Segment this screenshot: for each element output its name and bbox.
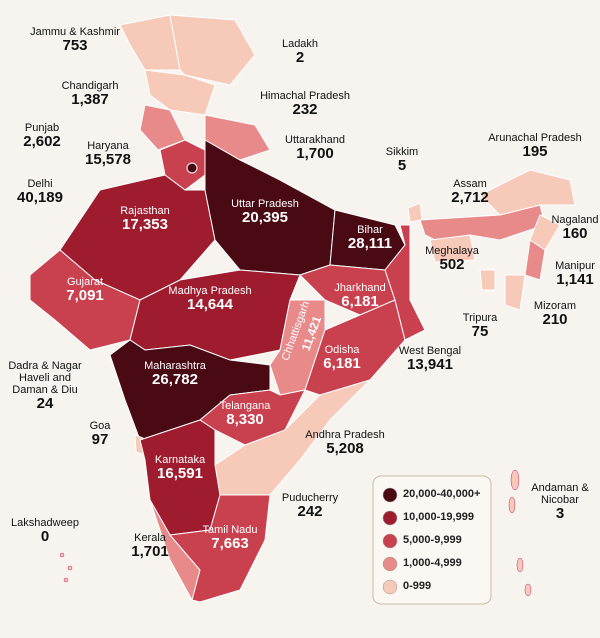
legend-label: 1,000-4,999: [403, 557, 462, 569]
state-name: Dadra & Nagar Haveli and Daman & Diu: [8, 360, 82, 397]
state-name: Lakshadweep: [11, 517, 79, 529]
state-name: Karnataka: [154, 454, 206, 466]
state-value: 13,941: [407, 356, 453, 373]
state-region: [504, 274, 526, 311]
state-regions: [29, 14, 576, 603]
state-name: Meghalaya: [425, 245, 479, 257]
state-value: 2,712: [451, 189, 489, 206]
state-name: West Bengal: [398, 345, 462, 357]
state-value: 753: [62, 37, 88, 54]
state-value: 14,644: [187, 296, 233, 313]
state-value: 242: [297, 503, 323, 520]
islands: [59, 469, 532, 597]
state-name: Gujarat: [66, 276, 104, 288]
state-region: [119, 14, 181, 71]
legend-label: 10,000-19,999: [403, 511, 474, 523]
state-name: Bihar: [357, 224, 383, 236]
state-value: 1,141: [556, 271, 594, 288]
state-name: Tripura: [462, 312, 498, 324]
state-value: 15,578: [85, 151, 131, 168]
state-value: 20,395: [242, 209, 288, 226]
state-region: [479, 169, 576, 216]
legend-swatch: [382, 556, 398, 572]
state-name: Andhra Pradesh: [305, 429, 385, 441]
state-name: Jammu & Kashmir: [30, 26, 120, 38]
legend-box: [372, 475, 492, 605]
state-value: 2: [295, 49, 305, 66]
state-name: Assam: [453, 178, 487, 190]
state-name: Nagaland: [551, 214, 599, 226]
state-name: Uttar Pradesh: [231, 198, 299, 210]
state-region: [384, 224, 426, 341]
state-value: 6,181: [323, 355, 361, 372]
state-name: Uttarakhand: [285, 134, 345, 146]
state-region: [524, 239, 546, 281]
state-name: Kerala: [134, 532, 166, 544]
state-value: 5: [397, 157, 407, 174]
state-region: [407, 202, 423, 223]
state-name: Delhi: [27, 178, 53, 190]
state-name: Goa: [89, 420, 111, 432]
state-name: Ladakh: [281, 38, 319, 50]
state-name: Manipur: [555, 260, 595, 272]
state-value: 7,091: [66, 287, 104, 304]
state-value: 1,387: [71, 91, 109, 108]
state-value: 8,330: [226, 411, 264, 428]
state-value: 502: [439, 256, 465, 273]
state-value: 17,353: [122, 216, 168, 233]
state-value: 24: [36, 395, 54, 412]
state-value: 3: [555, 505, 565, 522]
state-name: Punjab: [24, 122, 60, 134]
legend-swatch: [382, 533, 398, 549]
state-region: [186, 162, 198, 174]
state-value: 1,700: [296, 145, 334, 162]
state-value: 26,782: [152, 371, 198, 388]
state-value: 232: [292, 101, 318, 118]
state-name: Puducherry: [281, 492, 339, 504]
state-value: 28,111: [347, 235, 393, 252]
state-name: Haryana: [87, 140, 129, 152]
state-value: 210: [542, 311, 568, 328]
state-name: Odisha: [324, 344, 360, 356]
state-value: 16,591: [157, 465, 203, 482]
state-name: Himachal Pradesh: [260, 90, 350, 102]
state-name: Maharashtra: [144, 360, 206, 372]
state-value: 1,701: [131, 543, 169, 560]
state-name: Andaman & Nicobar: [531, 482, 589, 507]
state-region: [169, 14, 256, 86]
state-name: Madhya Pradesh: [168, 285, 252, 297]
state-region: [304, 299, 406, 396]
state-value: 75: [471, 323, 489, 340]
state-value: 2,602: [23, 133, 61, 150]
state-value: 40,189: [17, 189, 63, 206]
state-value: 97: [91, 431, 109, 448]
state-name: Telangana: [219, 400, 271, 412]
state-name: Mizoram: [533, 300, 577, 312]
legend-swatch: [382, 487, 398, 503]
legend-label: 5,000-9,999: [403, 534, 462, 546]
state-name: Sikkim: [385, 146, 419, 158]
state-name: Chandigarh: [61, 80, 119, 92]
state-value: 6,181: [341, 293, 379, 310]
state-name: Arunachal Pradesh: [488, 132, 582, 144]
legend-swatch: [382, 510, 398, 526]
legend-swatch: [382, 579, 398, 595]
state-value: 0: [40, 528, 50, 545]
legend-label: 0-999: [403, 580, 432, 592]
state-name: Tamil Nadu: [202, 524, 258, 536]
state-region: [479, 269, 496, 291]
state-region: [109, 339, 271, 441]
state-region: [429, 234, 476, 263]
state-region: [419, 204, 546, 241]
state-region: [169, 494, 271, 603]
state-value: 5,208: [326, 440, 364, 457]
state-value: 7,663: [211, 535, 249, 552]
state-name: Rajasthan: [120, 205, 170, 217]
state-value: 195: [522, 143, 548, 160]
state-value: 160: [562, 225, 588, 242]
legend-label: 20,000-40,000+: [403, 488, 481, 500]
state-name: Jharkhand: [334, 282, 386, 294]
